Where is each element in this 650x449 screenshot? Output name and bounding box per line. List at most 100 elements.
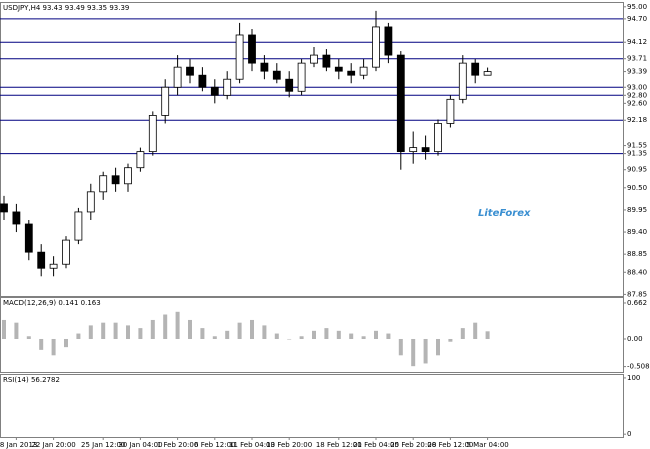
macd-bar xyxy=(14,322,19,339)
y-tick-label: 90.95 xyxy=(627,166,647,174)
y-tick-label: 88.85 xyxy=(627,250,647,258)
candle-body xyxy=(483,71,492,76)
x-tick-label: 30 Jan 04:00 xyxy=(118,441,162,449)
y-tick-label: 91.55 xyxy=(627,142,647,150)
y-tick-label: 0 xyxy=(627,430,631,438)
macd-bar xyxy=(163,314,168,339)
macd-bar xyxy=(436,338,440,356)
macd-bar xyxy=(448,338,453,342)
macd-bar xyxy=(26,336,31,339)
candle-body xyxy=(210,86,219,96)
macd-bar xyxy=(126,325,130,339)
candle-body xyxy=(396,54,405,153)
macd-bar xyxy=(88,325,93,339)
candle-body xyxy=(421,147,430,153)
macd-bar xyxy=(411,338,416,367)
macd-bar xyxy=(250,319,254,339)
panel-frame xyxy=(0,2,624,297)
candle-body xyxy=(173,66,182,88)
candle-body xyxy=(37,251,46,269)
macd-bar xyxy=(287,338,292,340)
x-tick-label: 13 Feb 20:00 xyxy=(266,441,312,449)
candle-body xyxy=(310,54,318,64)
y-tick-label: 92.60 xyxy=(627,99,647,107)
macd-bar xyxy=(460,328,465,339)
candle-body xyxy=(260,62,269,72)
candle-body xyxy=(334,66,343,72)
macd-bar xyxy=(2,319,6,339)
macd-bar xyxy=(299,336,304,339)
y-tick-label: 87.85 xyxy=(627,290,647,298)
candle-body xyxy=(86,191,95,213)
candle-body xyxy=(99,175,108,193)
candle-body xyxy=(186,66,194,76)
macd-bar xyxy=(336,330,341,339)
candle-body xyxy=(148,115,157,153)
watermark: LiteForex xyxy=(478,208,531,219)
candle-body xyxy=(409,147,418,153)
macd-bar xyxy=(188,319,192,339)
macd-bar xyxy=(64,338,68,348)
macd-bar xyxy=(237,322,242,339)
x-tick-label: 22 Jan 20:00 xyxy=(31,441,75,449)
macd-bar xyxy=(262,325,267,339)
candle-body xyxy=(124,167,132,185)
x-tick-label: 25 Feb 20:00 xyxy=(390,441,436,449)
y-tick-label: 92.18 xyxy=(627,116,647,124)
macd-bar xyxy=(312,330,316,339)
macd-bar xyxy=(200,328,205,339)
candle-body xyxy=(297,62,306,92)
y-tick-label: 0.662 xyxy=(627,299,647,307)
x-tick-label: 5 Mar 04:00 xyxy=(466,441,508,449)
macd-bar xyxy=(274,333,279,339)
y-tick-label: 93.71 xyxy=(627,55,647,63)
y-tick-label: 0.00 xyxy=(627,335,643,343)
y-tick-label: 93.39 xyxy=(627,68,647,76)
panel-title: USDJPY,H4 93.43 93.49 93.35 93.39 xyxy=(3,4,129,12)
macd-bar xyxy=(423,338,428,364)
candle-body xyxy=(62,239,70,265)
candle-body xyxy=(74,211,83,241)
macd-bar xyxy=(473,322,478,339)
x-tick-label: 1 Feb 20:00 xyxy=(157,441,198,449)
panel-title: RSI(14) 56.2782 xyxy=(3,376,60,384)
macd-bar xyxy=(398,338,403,356)
x-tick-label: 6 Feb 12:00 xyxy=(194,441,235,449)
x-tick-label: 25 Jan 12:00 xyxy=(81,441,125,449)
candle-body xyxy=(198,74,207,88)
candle-body xyxy=(49,263,58,269)
y-tick-label: 91.35 xyxy=(627,150,647,158)
candle-body xyxy=(322,54,331,68)
candle-body xyxy=(347,70,356,76)
y-tick-label: 94.12 xyxy=(627,38,647,46)
panel-frame xyxy=(0,374,624,438)
macd-bar xyxy=(150,319,155,339)
candle-body xyxy=(0,203,8,213)
macd-bar xyxy=(225,330,230,339)
x-tick-label: 28 Feb 12:00 xyxy=(427,441,473,449)
y-tick-label: -0.508 xyxy=(627,363,650,371)
panel-frame xyxy=(0,297,624,373)
macd-bar xyxy=(374,330,378,339)
candle-body xyxy=(458,62,467,100)
y-tick-label: 92.80 xyxy=(627,91,647,99)
candle-body xyxy=(272,70,281,80)
macd-bar xyxy=(386,333,391,339)
x-tick-label: 18 Feb 12:00 xyxy=(316,441,362,449)
y-tick-label: 88.40 xyxy=(627,268,647,276)
macd-bar xyxy=(39,338,44,350)
macd-bar xyxy=(51,338,56,356)
x-tick-label: 11 Feb 04:00 xyxy=(229,441,275,449)
macd-bar xyxy=(138,328,143,339)
candle-body xyxy=(384,26,393,56)
candle-body xyxy=(136,151,145,169)
macd-bar xyxy=(324,328,329,339)
y-tick-label: 90.50 xyxy=(627,184,647,192)
candle-body xyxy=(12,211,21,225)
x-tick-label: 21 Feb 04:00 xyxy=(353,441,399,449)
candle-body xyxy=(235,34,244,80)
candle-body xyxy=(24,223,33,253)
candle-body xyxy=(372,26,380,68)
macd-bar xyxy=(76,333,81,339)
candle-body xyxy=(111,175,120,185)
